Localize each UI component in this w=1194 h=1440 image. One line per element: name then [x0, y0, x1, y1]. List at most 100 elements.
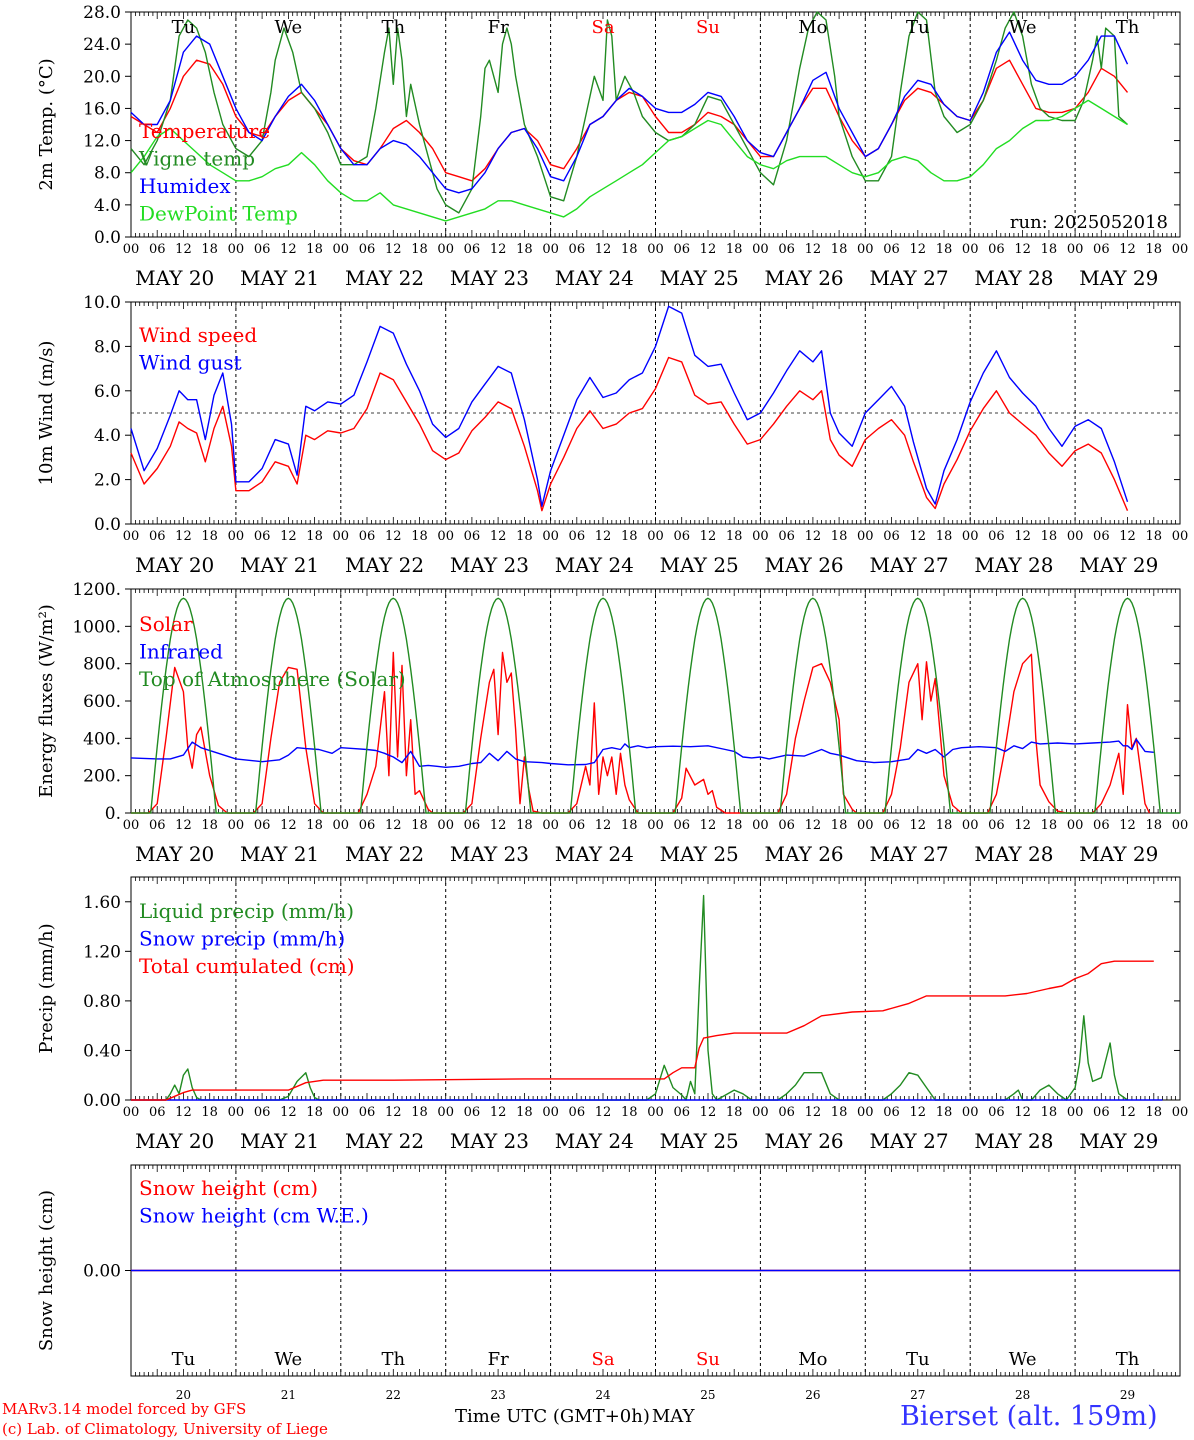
series-wind-gust	[130, 305, 1129, 507]
weekday-label: We	[1009, 1349, 1037, 1370]
day-number-label: 22	[386, 1388, 401, 1402]
hour-tick-label: 06	[569, 242, 586, 257]
footer-lab-credit: (c) Lab. of Climatology, University of L…	[2, 1420, 328, 1438]
hour-tick-label: 18	[516, 818, 533, 833]
hour-tick-label: 18	[411, 1105, 428, 1120]
hour-tick-label: 06	[569, 818, 586, 833]
hour-tick-label: 18	[726, 818, 743, 833]
date-label: MAY 20	[135, 1129, 214, 1153]
hour-tick-label: 06	[778, 818, 795, 833]
hour-tick-label: 06	[673, 529, 690, 544]
hour-tick-label: 00	[333, 242, 350, 257]
weekday-label: Mo	[798, 17, 827, 38]
legend-entry: Infrared	[139, 640, 223, 664]
date-label: MAY 28	[974, 266, 1053, 290]
hour-tick-label: 00	[333, 818, 350, 833]
date-label: MAY 20	[135, 553, 214, 577]
hour-tick-label: 06	[1093, 1105, 1110, 1120]
hour-tick-label: 12	[490, 529, 507, 544]
hour-tick-label: 06	[778, 242, 795, 257]
x-minor-ticks	[130, 302, 1181, 524]
legend-entry: DewPoint Temp	[139, 202, 298, 226]
legend-entry: Snow height (cm)	[139, 1176, 318, 1200]
hour-tick-label: 12	[700, 1105, 717, 1120]
hour-tick-label: 18	[936, 242, 953, 257]
hour-tick-label: 18	[621, 818, 638, 833]
day-number-label: 24	[595, 1388, 611, 1402]
hour-tick-label: 00	[1067, 818, 1084, 833]
hour-tick-label: 18	[306, 818, 323, 833]
hour-tick-label: 06	[673, 242, 690, 257]
hour-tick-label: 12	[700, 818, 717, 833]
weekday-label: Tu	[172, 17, 196, 38]
series-total-cumulated-cm-	[131, 960, 1154, 1101]
hour-tick-label: 18	[201, 1105, 218, 1120]
hour-tick-label: 12	[909, 818, 926, 833]
day-number-label: 29	[1120, 1388, 1135, 1402]
y-tick-label: 1.60	[83, 893, 121, 913]
date-label: MAY 26	[765, 842, 844, 866]
date-label: MAY 25	[660, 266, 739, 290]
hour-tick-label: 00	[647, 818, 664, 833]
hour-tick-label: 12	[700, 529, 717, 544]
hour-tick-label: 00	[123, 242, 140, 257]
hour-tick-label: 12	[805, 242, 822, 257]
weekday-label: Tu	[906, 1349, 930, 1370]
y-tick-label: 0.40	[83, 1041, 121, 1061]
hour-tick-label: 06	[778, 529, 795, 544]
hour-tick-label: 00	[228, 242, 245, 257]
legend-entry: Vigne temp	[138, 147, 255, 171]
hour-tick-label: 06	[883, 818, 900, 833]
hour-tick-label: 06	[569, 529, 586, 544]
panel-1	[125, 11, 1181, 238]
hour-tick-label: 12	[490, 242, 507, 257]
y-tick-label: 16.0	[83, 99, 121, 119]
y-tick-label: 4.0	[94, 196, 121, 216]
hour-tick-label: 06	[359, 1105, 376, 1120]
y-tick-label: 800.	[83, 655, 121, 675]
hour-tick-label: 06	[883, 242, 900, 257]
legend-entry: Top of Atmosphere (Solar)	[139, 667, 406, 691]
weekday-label: Sa	[592, 17, 615, 38]
weekday-label: Th	[1116, 1349, 1140, 1370]
hour-tick-label: 06	[1093, 818, 1110, 833]
hour-tick-label: 00	[542, 242, 559, 257]
date-label: MAY 29	[1079, 842, 1158, 866]
date-label: MAY 23	[450, 266, 529, 290]
y-tick-label: 28.0	[83, 3, 121, 23]
hour-tick-label: 06	[988, 242, 1005, 257]
hour-tick-label: 06	[254, 242, 271, 257]
y-axis-label: Snow height (cm)	[36, 1190, 57, 1351]
run-label: run: 2025052018	[1010, 212, 1168, 233]
date-label: MAY 20	[135, 266, 214, 290]
y-tick-label: 10.0	[83, 293, 121, 313]
y-tick-label: 0.00	[83, 1091, 121, 1111]
x-minor-ticks	[130, 589, 1181, 813]
weekday-label: We	[275, 17, 303, 38]
hour-tick-label: 12	[280, 818, 297, 833]
y-tick-label: 1000.	[72, 617, 121, 637]
x-axis-title: Time UTC (GMT+0h) MAY	[455, 1406, 694, 1427]
date-label: MAY 26	[765, 553, 844, 577]
legend-entry: Total cumulated (cm)	[139, 954, 355, 978]
hour-tick-label: 18	[201, 242, 218, 257]
legend-entry: Snow precip (mm/h)	[139, 927, 345, 951]
hour-tick-label: 00	[437, 818, 454, 833]
hour-tick-label: 18	[516, 529, 533, 544]
hour-tick-label: 18	[936, 529, 953, 544]
hour-tick-label: 00	[962, 1105, 979, 1120]
hour-tick-label: 18	[306, 529, 323, 544]
hour-tick-label: 18	[1146, 818, 1163, 833]
weekday-label: We	[1009, 17, 1037, 38]
weekday-label: Tu	[172, 1349, 196, 1370]
hour-tick-label: 06	[778, 1105, 795, 1120]
y-tick-label: 400.	[83, 729, 121, 749]
hour-tick-label: 12	[805, 529, 822, 544]
hour-tick-label: 12	[1119, 818, 1136, 833]
y-tick-label: 4.0	[94, 426, 121, 446]
hour-tick-label: 18	[621, 529, 638, 544]
weekday-label: Th	[381, 17, 405, 38]
hour-tick-label: 18	[411, 529, 428, 544]
hour-tick-label: 06	[464, 818, 481, 833]
